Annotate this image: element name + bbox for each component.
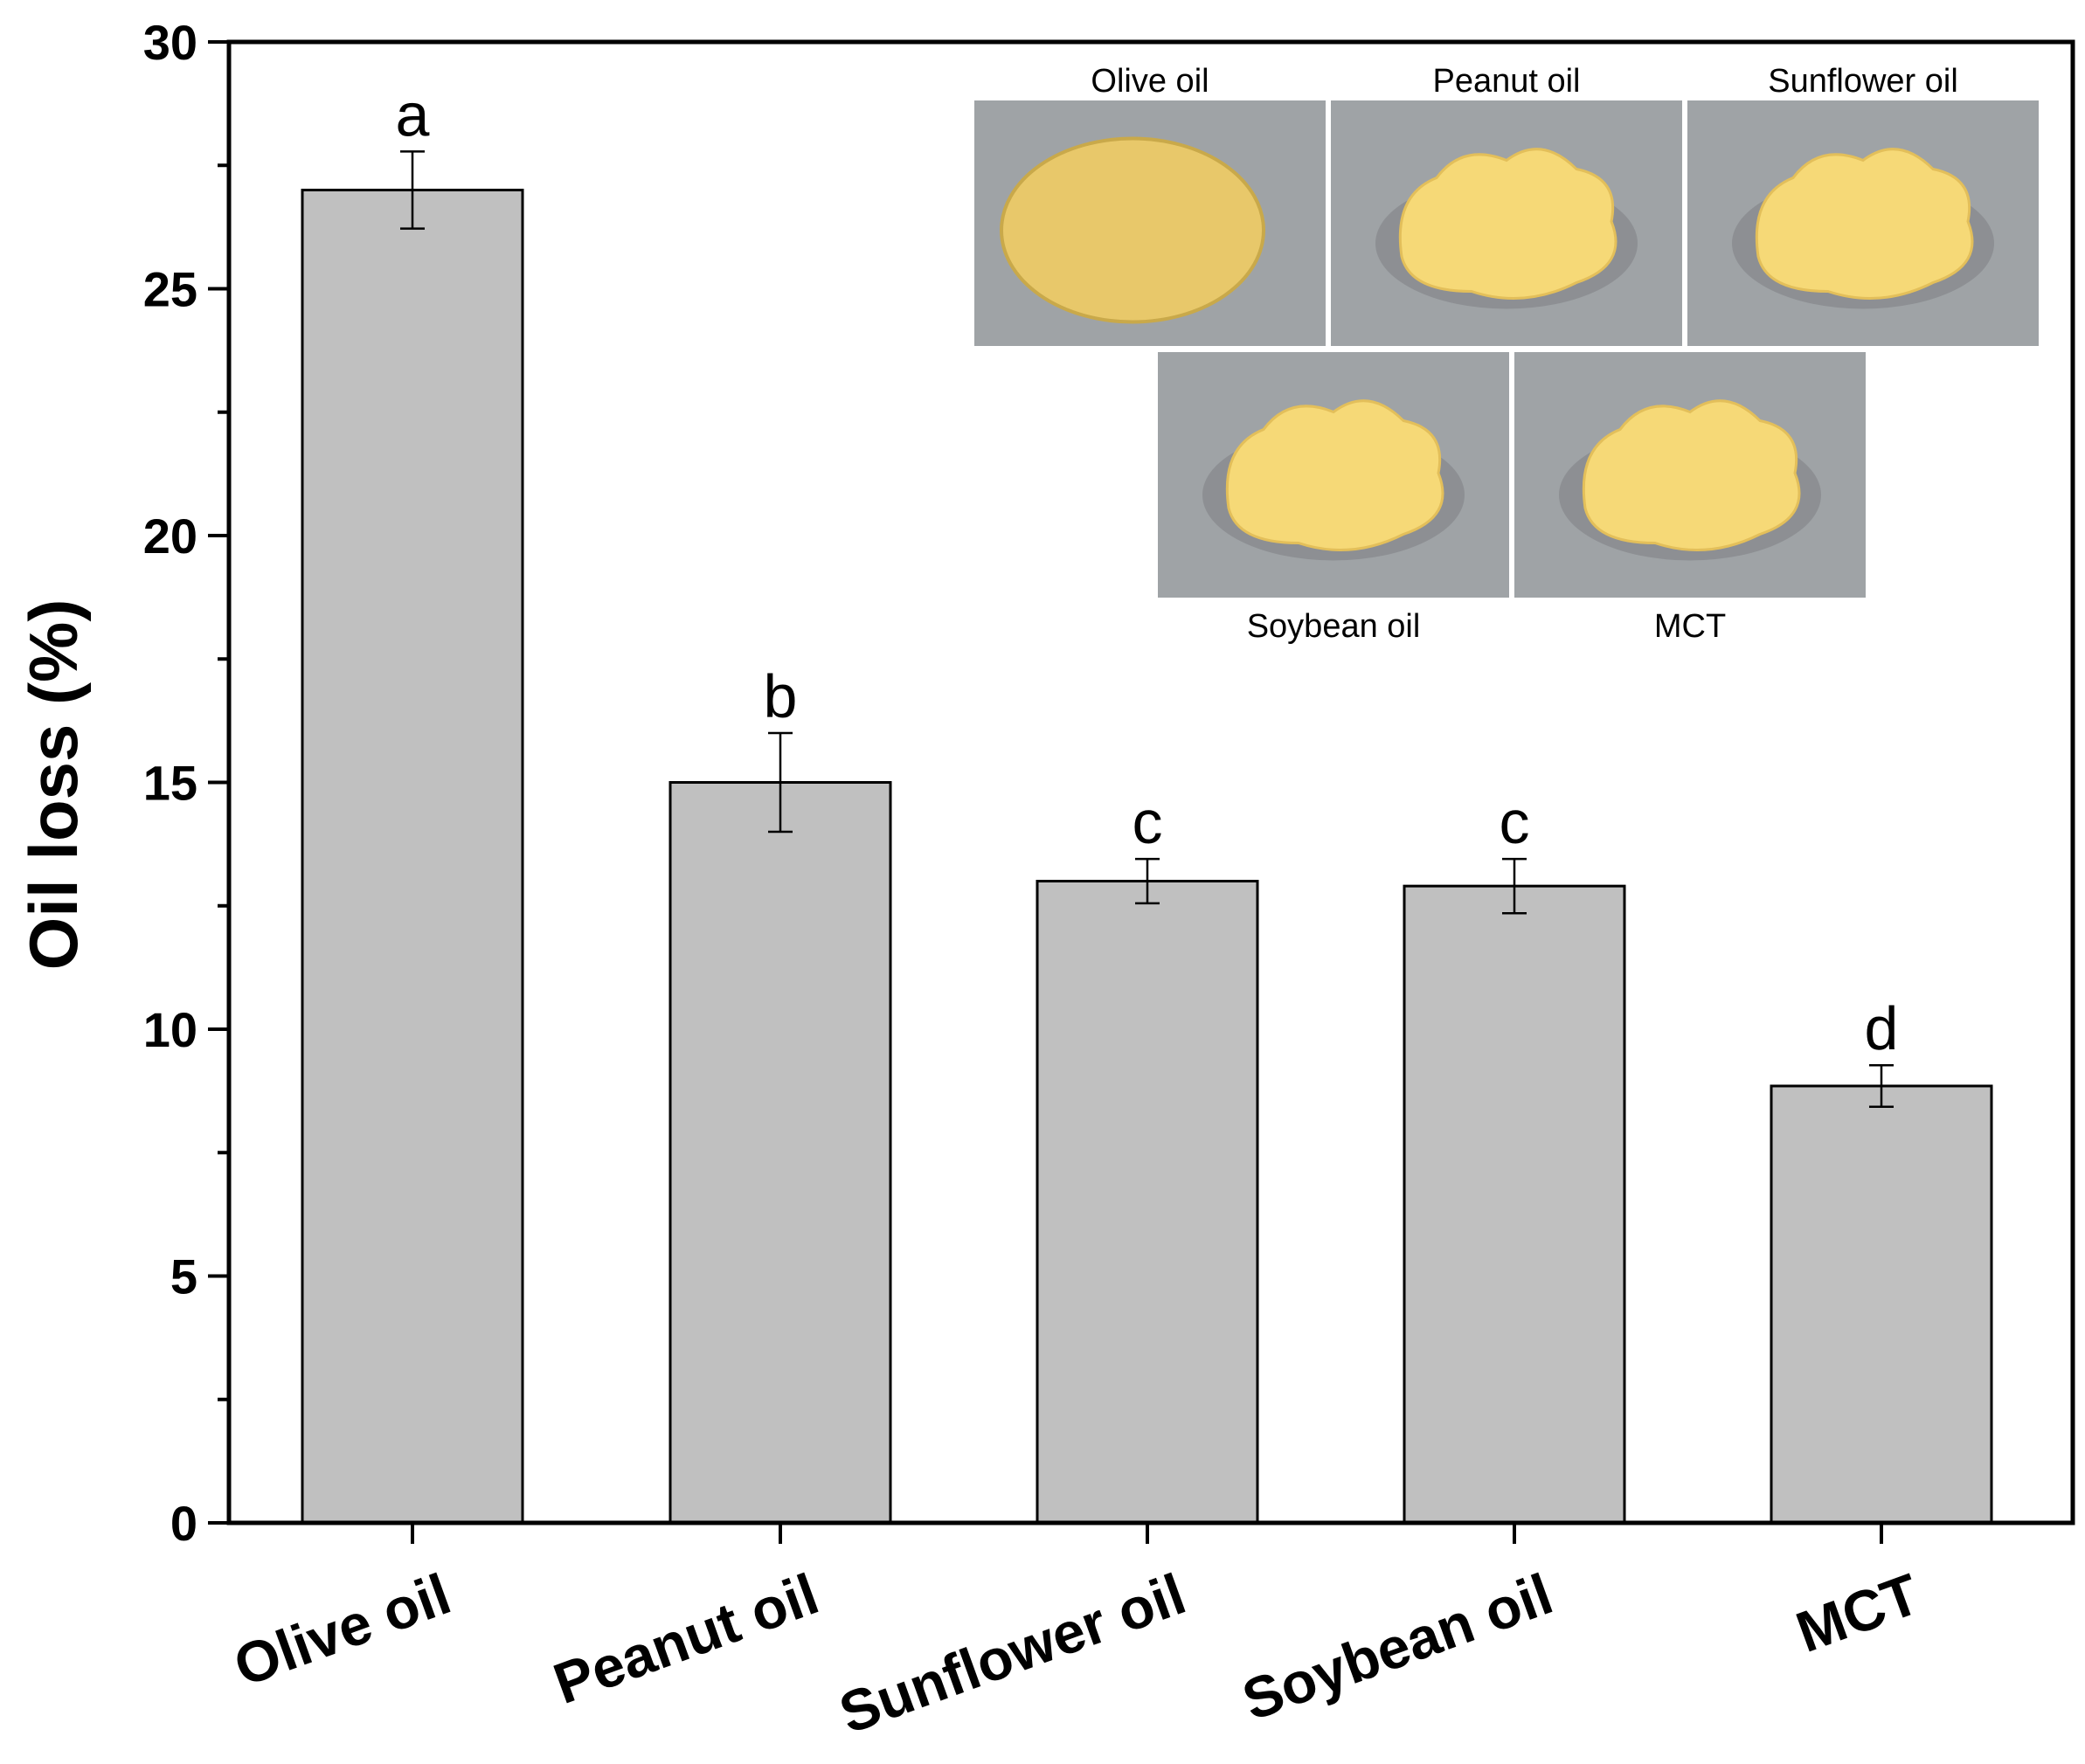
inset-photo-2-sample bbox=[1398, 148, 1617, 300]
inset-bottom-label-1: Soybean oil bbox=[1247, 608, 1421, 645]
inset-photo-4-sample bbox=[1225, 399, 1444, 551]
x-tick-label-5: MCT bbox=[1788, 1561, 1928, 1664]
y-axis-label: Oil loss (%) bbox=[15, 599, 92, 971]
y-tick-label-25: 25 bbox=[143, 262, 197, 317]
bar-1 bbox=[301, 189, 524, 1525]
x-tick-label-4: Soybean oil bbox=[1234, 1561, 1560, 1733]
inset-top-label-2: Peanut oil bbox=[1432, 63, 1580, 100]
y-tick-label-0: 0 bbox=[170, 1496, 197, 1551]
significance-label-3: c bbox=[1133, 788, 1163, 856]
x-tick-label-2: Peanut oil bbox=[545, 1561, 827, 1716]
inset-photo-3-sample bbox=[1755, 148, 1974, 300]
y-tick-label-10: 10 bbox=[143, 1002, 197, 1057]
bar-4 bbox=[1403, 884, 1626, 1525]
bar-3 bbox=[1036, 880, 1259, 1525]
inset-bottom-label-2: MCT bbox=[1654, 608, 1726, 645]
y-tick-label-15: 15 bbox=[143, 756, 197, 811]
x-tick-label-3: Sunflower oil bbox=[831, 1561, 1194, 1746]
y-tick-label-5: 5 bbox=[170, 1249, 197, 1304]
significance-label-4: c bbox=[1500, 788, 1530, 856]
bars-layer: a b c c d bbox=[301, 80, 1993, 1525]
bar-2 bbox=[668, 781, 892, 1525]
significance-label-2: b bbox=[764, 662, 798, 730]
inset-top-label-1: Olive oil bbox=[1091, 63, 1209, 100]
inset-top-label-3: Sunflower oil bbox=[1768, 63, 1958, 100]
significance-label-5: d bbox=[1865, 994, 1899, 1062]
x-tick-label-1: Olive oil bbox=[225, 1561, 459, 1698]
inset-photo-panel: Olive oil Peanut oil Sunflower oil Soybean … bbox=[974, 63, 2039, 645]
y-tick-label-20: 20 bbox=[143, 508, 197, 564]
bar-5 bbox=[1770, 1084, 1993, 1525]
inset-photo-1-sample bbox=[1000, 136, 1265, 324]
inset-photo-5-sample bbox=[1582, 399, 1801, 551]
significance-label-1: a bbox=[396, 80, 430, 149]
y-tick-label-30: 30 bbox=[143, 15, 197, 70]
